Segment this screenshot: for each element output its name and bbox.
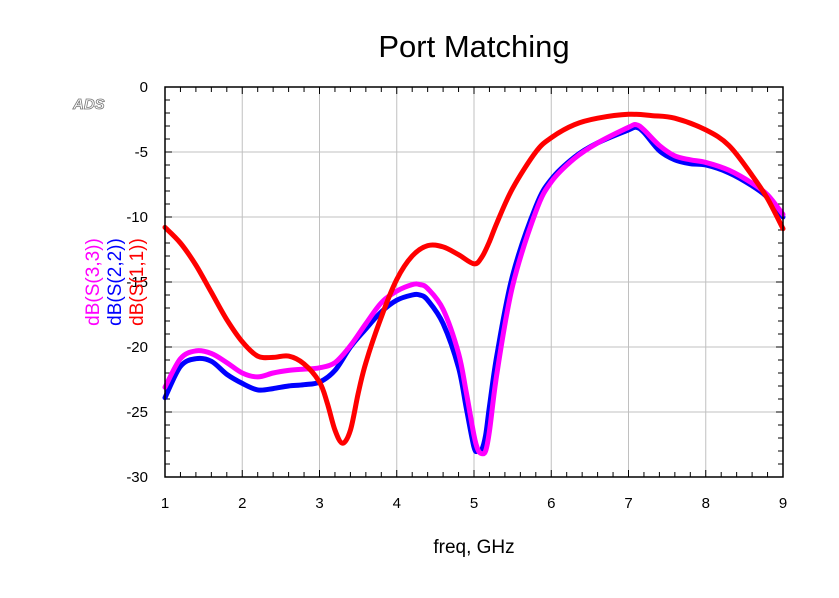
series-line-db-s-3-3-	[162, 122, 786, 457]
y-tick-label-4: -20	[126, 339, 148, 356]
y-tick-label-5: -25	[126, 404, 148, 421]
y-tick-label-0: 0	[140, 79, 148, 96]
y-tick-label-2: -10	[126, 209, 148, 226]
y-tick-label-3: -15	[126, 274, 148, 291]
y-tick-labels: 0 -5 -10 -15 -20 -25 -30	[126, 79, 148, 486]
x-tick-label-7: 8	[702, 495, 710, 512]
series-line-db-s-1-1-	[162, 111, 786, 446]
series-group	[162, 111, 786, 457]
x-tick-label-8: 9	[779, 495, 787, 512]
y-axis-label-line-2: dB(S(1,1))	[127, 238, 148, 326]
x-tick-label-3: 4	[393, 495, 401, 512]
x-tick-labels: 1 2 3 4 5 6 7 8 9	[161, 495, 787, 512]
x-tick-label-4: 5	[470, 495, 478, 512]
x-tick-label-1: 2	[238, 495, 246, 512]
y-axis-label-line-0: dB(S(3,3))	[83, 238, 104, 326]
x-tick-label-0: 1	[161, 495, 169, 512]
plot-frame	[164, 86, 784, 478]
chart-title: Port Matching	[378, 29, 569, 64]
x-tick-label-6: 7	[624, 495, 632, 512]
y-axis-label-line-1: dB(S(2,2))	[105, 238, 126, 326]
x-tick-label-2: 3	[315, 495, 323, 512]
x-tick-label-5: 6	[547, 495, 555, 512]
y-tick-label-1: -5	[135, 144, 148, 161]
y-axis-label: dB(S(3,3))dB(S(2,2))dB(S(1,1))	[83, 238, 148, 326]
y-tick-label-6: -30	[126, 469, 148, 486]
ads-watermark: ADS	[72, 96, 105, 113]
x-axis-label: freq, GHz	[433, 537, 514, 558]
grid	[165, 87, 783, 477]
